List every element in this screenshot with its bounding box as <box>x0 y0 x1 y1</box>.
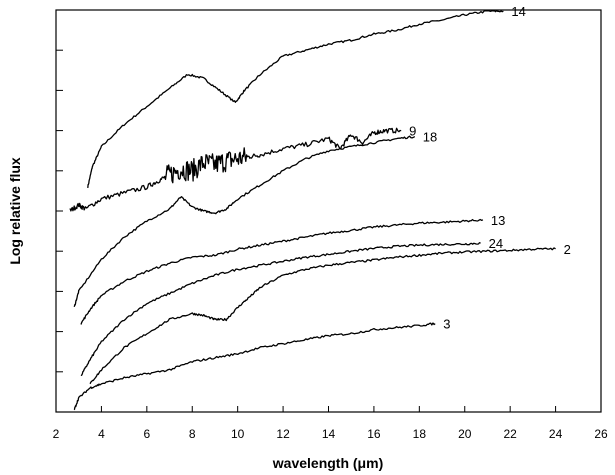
series-label-2: 2 <box>564 242 571 257</box>
series-9-line <box>69 127 402 212</box>
series-18-line <box>73 135 416 308</box>
x-tick-label: 24 <box>549 427 563 441</box>
x-tick-label: 22 <box>503 427 517 441</box>
series-2-line <box>89 247 556 385</box>
x-tick-label: 2 <box>53 427 60 441</box>
series-3-line <box>73 322 436 411</box>
y-axis-title: Log relative flux <box>7 157 23 265</box>
x-tick-label: 16 <box>367 427 381 441</box>
plot-frame <box>55 9 602 413</box>
series-labels: 14 9 18 13 24 2 3 <box>409 4 571 331</box>
series-13-line <box>80 218 484 325</box>
series-group <box>69 9 556 411</box>
series-label-18: 18 <box>423 130 437 145</box>
x-tick-label: 18 <box>413 427 427 441</box>
x-tick-label: 10 <box>231 427 245 441</box>
series-14-line <box>87 9 504 188</box>
x-tick-label: 14 <box>322 427 336 441</box>
x-tick-label: 26 <box>594 427 608 441</box>
x-tick-label: 4 <box>98 427 105 441</box>
x-axis-title: wavelength (μm) <box>272 455 383 471</box>
x-tick-label: 8 <box>189 427 196 441</box>
axis-ticks: 2 4 6 8 10 12 14 16 18 20 22 24 26 <box>53 49 608 441</box>
series-label-9: 9 <box>409 124 416 139</box>
series-label-3: 3 <box>443 317 450 332</box>
series-label-24: 24 <box>489 236 503 251</box>
series-24-line <box>80 242 481 376</box>
x-tick-label: 6 <box>143 427 150 441</box>
x-tick-label: 12 <box>276 427 290 441</box>
series-label-14: 14 <box>511 4 525 19</box>
series-label-13: 13 <box>491 213 505 228</box>
x-tick-label: 20 <box>458 427 472 441</box>
